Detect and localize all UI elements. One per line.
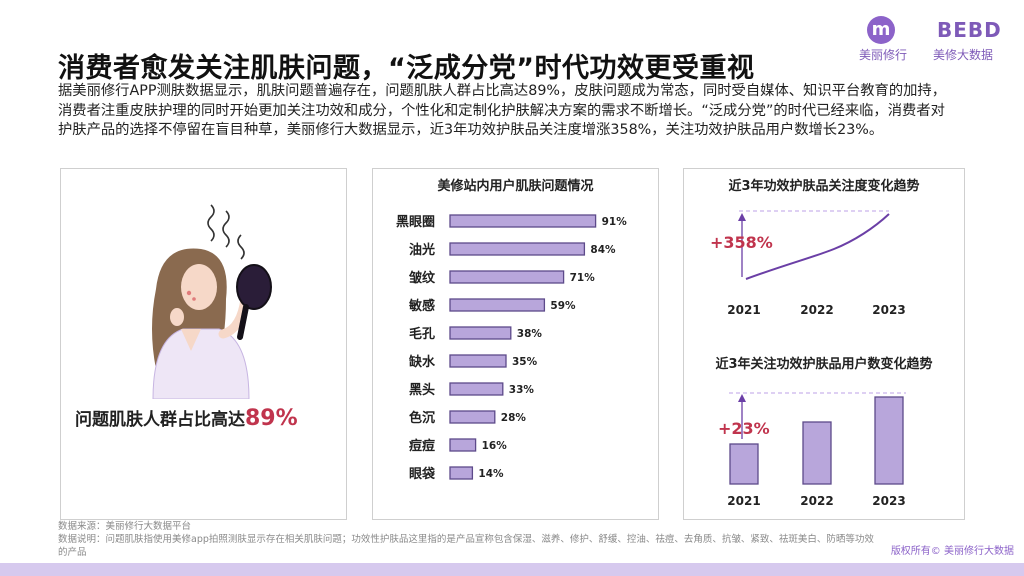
data-source: 数据来源：美丽修行大数据平台 — [58, 521, 192, 532]
growth-annotation: +358% — [710, 233, 773, 252]
skin-problem-bar-chart: 黑眼圈 91% 油光 84% 皱纹 71% 敏感 59% 毛孔 38% 缺水 35% 黑头 33% 色沉 28… — [396, 214, 628, 482]
skin-problem-bar — [449, 354, 507, 368]
problem-skin-highlight: 问题肌肤人群占比高达89% — [75, 405, 298, 431]
highlight-prefix: 问题肌肤人群占比高达 — [75, 410, 245, 430]
intro-paragraph: 据美丽修行APP测肤数据显示，肌肤问题普遍存在，问题肌肤人群占比高达89%，皮肤… — [58, 83, 947, 138]
x-tick-label: 2022 — [800, 494, 833, 508]
bar-category-label: 油光 — [409, 242, 435, 258]
attention-trend-line — [745, 213, 890, 280]
bebd-logo-text: 美修大数据 — [933, 48, 994, 62]
x-tick-label: 2023 — [872, 494, 905, 508]
brand-logos: m 美丽修行 BEBD 美修大数据 — [859, 16, 1014, 64]
skin-problem-chart-title: 美修站内用户肌肤问题情况 — [437, 179, 594, 194]
bar-value-label: 84% — [590, 244, 616, 256]
bar-value-label: 16% — [482, 440, 508, 452]
bar-value-label: 28% — [501, 412, 527, 424]
trend-arrow-head — [738, 213, 746, 221]
x-tick-label: 2021 — [727, 303, 760, 317]
highlight-value: 89% — [245, 406, 298, 431]
trend-charts-panel: 近3年功效护肤品关注度变化趋势 +358% 2021 2022 2023 近3年关注功… — [683, 168, 965, 520]
skin-problem-bar — [449, 242, 586, 256]
users-trend-bar — [874, 396, 904, 485]
copyright: 版权所有© 美丽修行大数据 — [890, 546, 1014, 557]
bar-value-label: 14% — [478, 468, 504, 480]
bar-category-label: 眼袋 — [409, 466, 436, 482]
page-title: 消费者愈发关注肌肤问题，“泛成分党”时代功效更受重视 — [58, 53, 755, 84]
skin-problem-bar — [449, 298, 546, 312]
users-trend-title: 近3年关注功效护肤品用户数变化趋势 — [715, 357, 933, 372]
skin-problem-bar — [449, 410, 496, 424]
bar-value-label: 33% — [509, 384, 535, 396]
skin-problem-bar — [449, 438, 477, 452]
skin-problem-bar — [449, 270, 565, 284]
growth-annotation: +23% — [718, 419, 770, 438]
skin-problem-bar — [449, 382, 504, 396]
illustration-panel: 问题肌肤人群占比高达89% — [60, 168, 347, 520]
skin-problem-bar — [449, 466, 474, 480]
users-trend-bar — [802, 421, 832, 485]
meili-logo-text: 美丽修行 — [859, 48, 908, 62]
bar-category-label: 黑头 — [409, 382, 435, 398]
bar-category-label: 皱纹 — [408, 270, 436, 286]
data-note: 数据说明：问题肌肤指使用美修app拍照测肤显示存在相关肌肤问题；功效性护肤品这里… — [58, 534, 874, 558]
x-tick-label: 2023 — [872, 303, 905, 317]
meili-logo-icon: m — [867, 16, 895, 44]
skin-problem-bar — [449, 326, 512, 340]
attention-trend-title: 近3年功效护肤品关注度变化趋势 — [728, 179, 920, 194]
bottom-bar — [0, 563, 1024, 576]
footer-notes: 数据来源：美丽修行大数据平台 数据说明：问题肌肤指使用美修app拍照测肤显示存在… — [58, 520, 878, 559]
users-arrow-head — [738, 394, 746, 402]
users-trend-bar — [729, 443, 759, 485]
skin-problem-chart-panel: 美修站内用户肌肤问题情况 黑眼圈 91% 油光 84% 皱纹 71% 敏感 59% 毛孔 38% 缺… — [372, 168, 659, 520]
x-tick-label: 2021 — [727, 494, 760, 508]
bar-value-label: 59% — [550, 300, 576, 312]
bar-category-label: 毛孔 — [409, 326, 435, 342]
bebd-logo: BEBD — [937, 18, 1002, 42]
bar-category-label: 色沉 — [409, 410, 435, 426]
skin-problem-bar — [449, 214, 597, 228]
bar-value-label: 38% — [517, 328, 543, 340]
bar-value-label: 71% — [570, 272, 596, 284]
bar-value-label: 35% — [512, 356, 538, 368]
bar-value-label: 91% — [602, 216, 628, 228]
bar-category-label: 黑眼圈 — [396, 215, 435, 230]
users-trend-bar-chart: 2021 2022 2023 +23% — [718, 392, 906, 508]
bar-category-label: 缺水 — [408, 354, 436, 370]
woman-mirror-illustration — [152, 204, 272, 399]
x-tick-label: 2022 — [800, 303, 833, 317]
bar-category-label: 敏感 — [408, 298, 435, 314]
bar-category-label: 痘痘 — [409, 438, 435, 454]
attention-trend-line-chart: +358% 2021 2022 2023 — [710, 210, 906, 317]
